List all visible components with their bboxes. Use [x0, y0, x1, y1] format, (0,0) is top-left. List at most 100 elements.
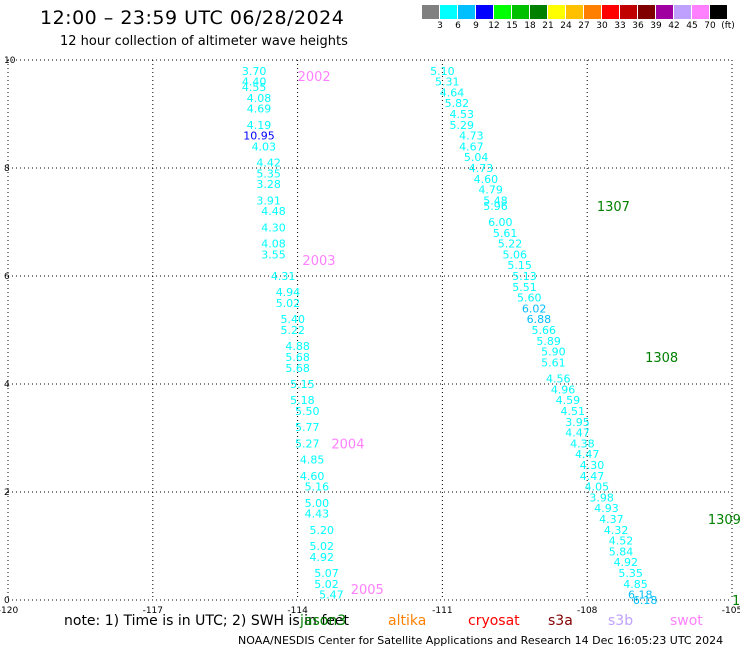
- scale-label: 12: [488, 21, 500, 31]
- scale-swatch: [494, 5, 511, 19]
- wave-height-point: 5.02: [276, 297, 301, 310]
- satellite-label-cryosat: cryosat: [468, 613, 520, 629]
- footer-note: note: 1) Time is in UTC; 2) SWH is in fe…: [64, 613, 350, 629]
- pass-number-label: 1308: [645, 351, 678, 366]
- scale-swatch: [458, 5, 475, 19]
- y-tick-label: 10: [4, 56, 16, 66]
- pass-number-label: 1309: [708, 513, 740, 528]
- wave-height-point: 5.82: [445, 97, 470, 110]
- wave-height-point: 4.60: [474, 173, 499, 186]
- wave-height-point: 5.13: [512, 270, 537, 283]
- wave-height-point: 4.31: [271, 270, 296, 283]
- wave-height-point: 5.84: [609, 545, 634, 558]
- wave-height-point: 5.22: [281, 324, 306, 337]
- scale-label: 9: [473, 21, 479, 31]
- wave-height-point: 4.85: [300, 454, 325, 467]
- scale-swatch: [512, 5, 529, 19]
- wave-height-point: 4.55: [242, 81, 267, 94]
- chart-title: 12:00 – 23:59 UTC 06/28/2024: [40, 7, 345, 29]
- wave-height-point: 4.03: [252, 140, 277, 153]
- wave-height-point: 4.32: [604, 524, 629, 537]
- satellite-label-s3a: s3a: [548, 613, 573, 629]
- scale-swatch: [422, 5, 439, 19]
- wave-height-point: 4.47: [580, 470, 605, 483]
- wave-height-point: 6.02: [522, 302, 547, 315]
- wave-height-point: 5.02: [314, 578, 339, 591]
- wave-height-point: 4.51: [560, 405, 585, 418]
- scale-label: 45: [686, 21, 698, 31]
- y-tick-label: 8: [4, 164, 10, 174]
- scale-swatch: [710, 5, 727, 19]
- wave-height-point: 5.51: [512, 281, 537, 294]
- wave-height-point: 5.00: [305, 497, 330, 510]
- wave-height-point: 5.22: [498, 238, 523, 251]
- wave-height-point: 4.52: [609, 535, 634, 548]
- scale-label: 15: [506, 21, 518, 31]
- wave-height-point: 5.15: [290, 378, 315, 391]
- wave-height-point: 5.47: [319, 589, 344, 602]
- wave-height-point: 4.42: [256, 157, 281, 170]
- wave-height-point: 4.88: [285, 340, 310, 353]
- wave-height-point: 3.28: [256, 178, 281, 191]
- wave-height-point: 5.90: [541, 346, 566, 359]
- credit-line: NOAA/NESDIS Center for Satellite Applica…: [238, 634, 724, 647]
- wave-height-point: 4.93: [594, 502, 619, 515]
- scale-swatch: [548, 5, 565, 19]
- wave-height-point: 3.95: [565, 416, 590, 429]
- wave-height-point: 4.47: [575, 448, 600, 461]
- wave-height-point: 5.48: [483, 194, 508, 207]
- wave-height-point: 5.40: [281, 313, 306, 326]
- wave-height-point: 4.43: [305, 508, 330, 521]
- wave-height-point: 4.69: [247, 103, 272, 116]
- wave-height-point: 4.05: [585, 481, 610, 494]
- wave-height-point: 10.95: [243, 130, 275, 143]
- wave-height-point: 4.96: [551, 383, 576, 396]
- scale-label: 36: [632, 21, 644, 31]
- wave-height-point: 4.59: [556, 394, 581, 407]
- scale-label: 21: [542, 21, 554, 31]
- y-tick-label: 2: [4, 488, 10, 498]
- wave-height-point: 5.66: [532, 324, 557, 337]
- wave-height-point: 4.37: [599, 513, 624, 526]
- wave-height-point: 5.89: [536, 335, 561, 348]
- x-tick-label: -117: [143, 606, 163, 616]
- wave-height-point: 5.16: [305, 481, 330, 494]
- x-tick-label: -108: [577, 606, 598, 616]
- wave-height-point: 5.77: [295, 421, 320, 434]
- scale-swatch: [620, 5, 637, 19]
- scale-swatch: [440, 5, 457, 19]
- wave-height-point: 5.10: [430, 65, 455, 78]
- scale-swatch: [638, 5, 655, 19]
- scale-swatch: [566, 5, 583, 19]
- scale-label: 30: [596, 21, 608, 31]
- scale-label: 33: [614, 21, 626, 31]
- scale-label: 27: [578, 21, 590, 31]
- scale-swatch: [476, 5, 493, 19]
- satellite-label-jason3: jason3: [300, 613, 347, 629]
- satellite-label-altika: altika: [388, 613, 427, 629]
- wave-height-point: 5.02: [309, 540, 334, 553]
- wave-height-point: 5.68: [285, 351, 310, 364]
- scale-label: 6: [455, 21, 461, 31]
- wave-height-point: 3.55: [261, 248, 286, 261]
- wave-height-point: 3.98: [589, 491, 614, 504]
- scale-swatch: [530, 5, 547, 19]
- wave-height-point: 5.04: [464, 151, 489, 164]
- satellite-label-s3b: s3b: [608, 613, 634, 629]
- pass-number-label: 1307: [597, 200, 630, 215]
- wave-height-point: 5.61: [493, 227, 518, 240]
- wave-height-point: 5.18: [290, 394, 315, 407]
- scale-label: (ft): [721, 21, 735, 31]
- wave-height-point: 5.35: [618, 567, 643, 580]
- wave-height-point: 4.64: [440, 86, 465, 99]
- scale-label: 24: [560, 21, 572, 31]
- chart-subtitle: 12 hour collection of altimeter wave hei…: [60, 34, 348, 49]
- scale-swatch: [656, 5, 673, 19]
- wave-height-point: 4.92: [614, 556, 639, 569]
- wave-height-point: 5.60: [517, 292, 542, 305]
- wave-height-point: 5.35: [256, 167, 281, 180]
- scale-label: 3: [437, 21, 443, 31]
- wave-height-point: 5.07: [314, 567, 339, 580]
- scale-label: 70: [704, 21, 716, 31]
